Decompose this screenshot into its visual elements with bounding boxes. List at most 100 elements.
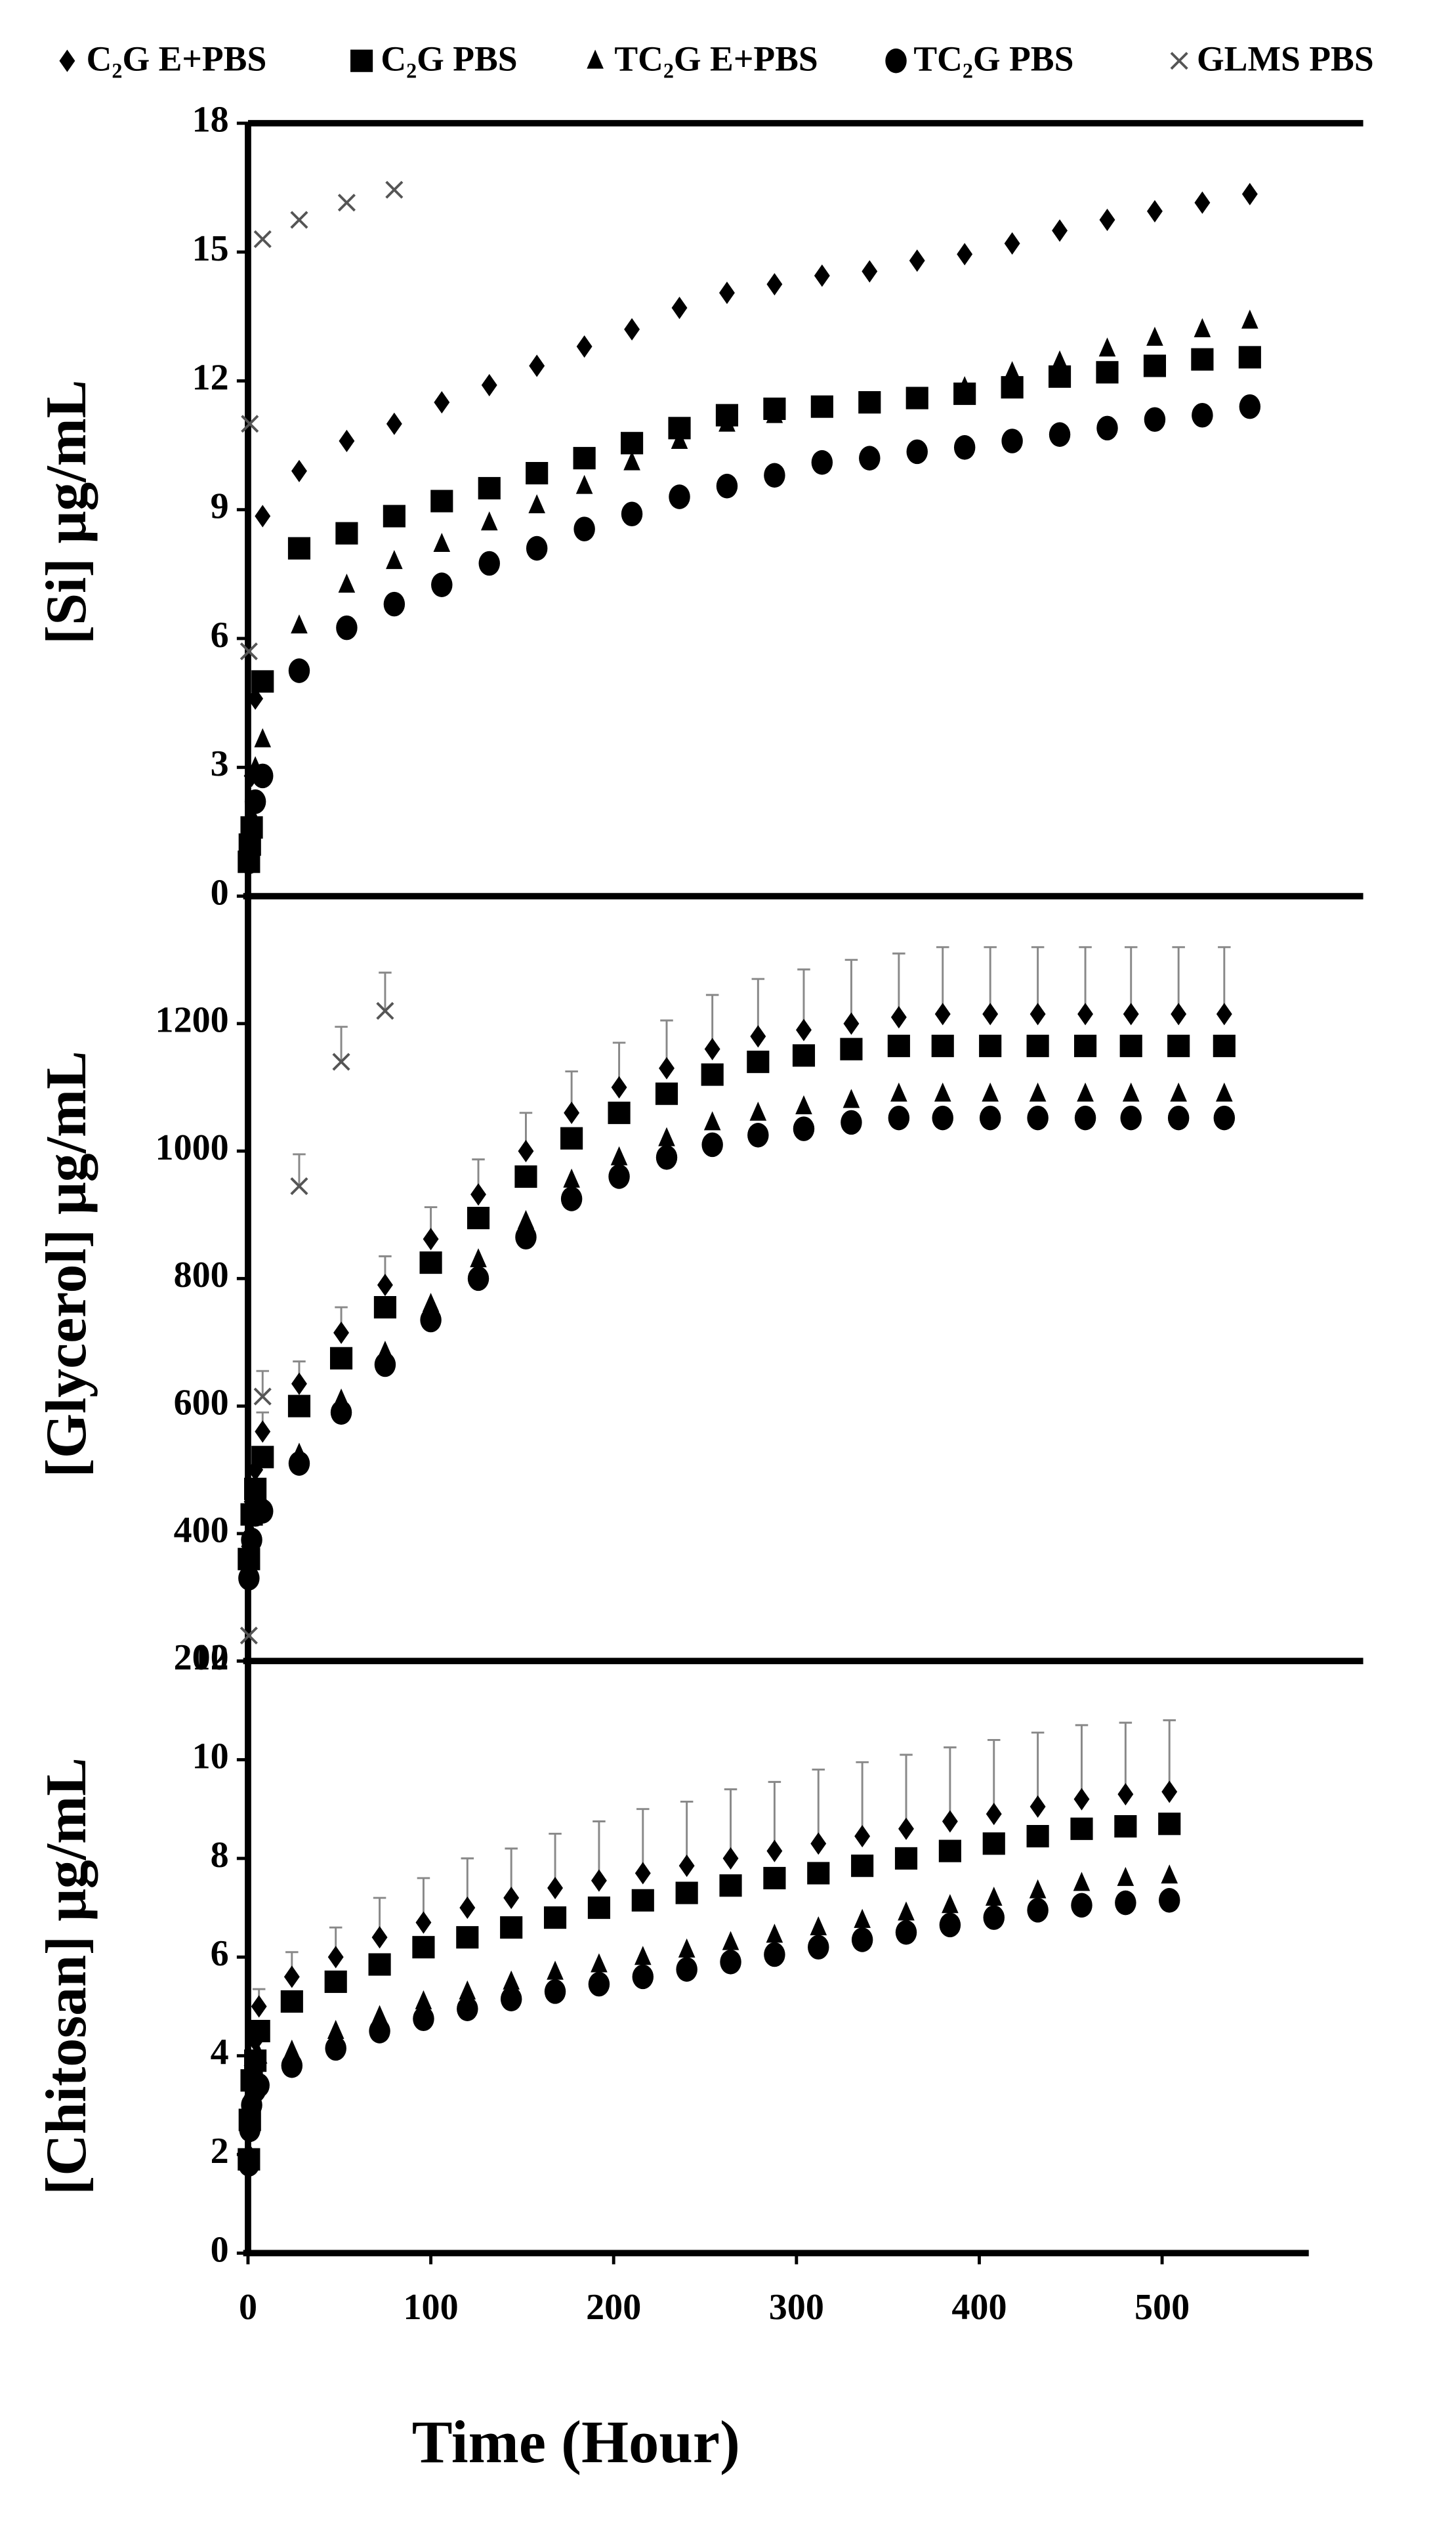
diamond-marker: [1241, 182, 1258, 205]
cross-marker: [332, 1053, 350, 1071]
circle-marker: [500, 1986, 522, 2011]
circle-marker: [1115, 1890, 1136, 1916]
diamond-marker: [678, 1855, 695, 1877]
triangle-marker: [386, 550, 403, 570]
square-marker: [938, 1839, 961, 1862]
cross-marker: [239, 1626, 258, 1645]
circle-marker: [888, 1105, 910, 1131]
diamond-marker: [459, 1897, 476, 1919]
circle-marker: [1167, 1105, 1190, 1131]
triangle-marker: [587, 49, 604, 69]
circle-marker: [573, 516, 595, 541]
square-marker: [324, 1970, 347, 1993]
y-tick-label: 600: [174, 1383, 229, 1423]
error-bar: [987, 1738, 1001, 1814]
triangle-marker: [861, 393, 879, 413]
y-tick-label: 1000: [156, 1127, 229, 1168]
triangle-marker: [528, 494, 545, 514]
y-tick-label: 0: [211, 2229, 229, 2270]
diamond-marker: [59, 49, 75, 72]
circle-marker: [953, 435, 976, 460]
diamond-marker: [1216, 1003, 1232, 1026]
circle-marker: [983, 1905, 1005, 1930]
circle-marker: [420, 1307, 442, 1333]
square-marker: [979, 1034, 1002, 1057]
x-tick-label: 100: [404, 2287, 459, 2328]
triangle-marker: [1077, 1082, 1094, 1102]
triangle-marker: [956, 376, 973, 396]
square-marker: [631, 1889, 654, 1912]
circle-marker: [1192, 402, 1213, 428]
triangle-marker: [658, 1127, 675, 1146]
diamond-marker: [518, 1140, 534, 1163]
y-tick-label: 200: [174, 1637, 229, 1678]
square-marker: [287, 537, 311, 560]
square-marker: [931, 1034, 954, 1057]
diamond-marker: [529, 354, 545, 377]
cross-marker: [337, 194, 356, 212]
triangle-marker: [480, 511, 498, 531]
circle-marker: [1144, 407, 1166, 432]
circle-marker: [1001, 429, 1023, 453]
circle-marker: [720, 1950, 741, 1975]
circle-marker: [336, 615, 358, 640]
circle-marker: [241, 819, 262, 845]
triangle-marker: [634, 1946, 652, 1965]
diamond-marker: [415, 1911, 432, 1934]
circle-marker: [252, 1499, 274, 1524]
cross-marker: [1170, 52, 1188, 70]
circle-marker: [515, 1225, 537, 1250]
circle-marker: [1049, 422, 1071, 447]
diamond-marker: [1030, 1003, 1046, 1026]
diamond-marker: [942, 1810, 958, 1833]
diamond-marker: [722, 1847, 739, 1870]
diamond-marker: [291, 1372, 307, 1395]
triangle-marker: [433, 532, 451, 552]
diamond-marker: [704, 1038, 720, 1060]
circle-marker: [239, 2117, 260, 2143]
triangle-marker: [982, 1082, 999, 1102]
triangle-marker: [591, 1953, 608, 1973]
triangle-marker: [1073, 1872, 1091, 1891]
triangle-marker: [1029, 1879, 1047, 1898]
triangle-marker: [1051, 350, 1068, 369]
square-marker: [329, 1347, 353, 1370]
triangle-marker: [1117, 1866, 1134, 1886]
triangle-marker: [415, 1990, 432, 2009]
diamond-marker: [481, 373, 497, 396]
square-marker: [792, 1044, 816, 1067]
diamond-marker: [547, 1876, 563, 1900]
diamond-marker: [251, 1995, 267, 2018]
legend-label: C₂G PBS: [381, 39, 517, 78]
diamond-marker: [611, 1076, 627, 1099]
circle-marker: [238, 2152, 260, 2177]
diamond-marker: [386, 412, 402, 435]
diamond-marker: [591, 1869, 607, 1892]
diamond-marker: [957, 243, 973, 266]
circle-marker: [369, 2019, 390, 2044]
cross-marker: [385, 180, 404, 199]
square-marker: [500, 1916, 523, 1939]
square-marker: [1213, 1034, 1236, 1057]
diamond-marker: [503, 1886, 520, 1910]
diamond-marker: [934, 1003, 951, 1026]
triangle-marker: [934, 1082, 951, 1102]
triangle-marker: [250, 2044, 268, 2064]
diamond-marker: [1123, 1003, 1139, 1026]
square-marker: [1070, 1817, 1093, 1840]
square-marker: [982, 1832, 1005, 1855]
square-marker: [894, 1847, 918, 1870]
diamond-marker: [986, 1803, 1002, 1826]
y-tick-label: 15: [192, 228, 229, 269]
triangle-marker: [795, 1095, 812, 1115]
square-marker: [851, 1855, 874, 1877]
legend-label: GLMS PBS: [1197, 39, 1374, 78]
y-tick-label: 800: [174, 1255, 229, 1295]
circle-marker: [244, 789, 266, 814]
error-bar: [335, 1026, 348, 1062]
diamond-marker: [1117, 1783, 1134, 1806]
triangle-marker: [766, 1923, 783, 1943]
circle-marker: [478, 551, 500, 576]
circle-marker: [288, 658, 310, 683]
